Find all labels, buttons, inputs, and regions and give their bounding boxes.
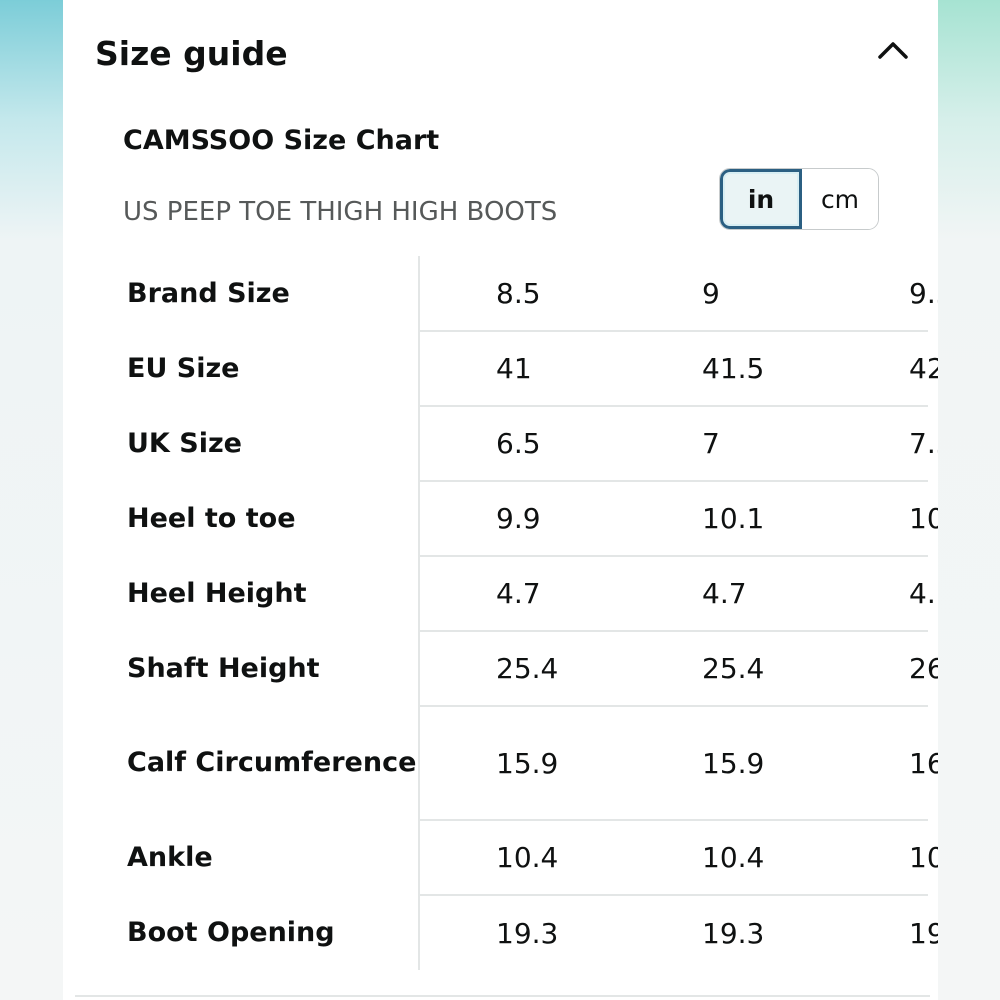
row-label: Boot Opening: [112, 895, 420, 970]
table-cell: 10.7: [833, 819, 938, 895]
table-cell: 4.7: [833, 555, 938, 631]
row-label: Ankle: [112, 820, 420, 895]
row-label: Shaft Height: [112, 631, 420, 706]
panel-divider: [75, 995, 930, 997]
table-cell: 7.5: [833, 405, 938, 481]
table-cell: 42: [833, 330, 938, 406]
table-cell: 10.1: [626, 480, 833, 556]
unit-cm-button[interactable]: cm: [802, 169, 878, 229]
table-cell: 6.5: [419, 405, 626, 481]
collapse-button[interactable]: [871, 28, 915, 72]
table-cell: 25.4: [419, 630, 626, 706]
unit-toggle: in cm: [719, 168, 879, 230]
table-cell: 15.9: [626, 705, 833, 820]
row-label: EU Size: [112, 331, 420, 406]
table-cell: 19.9: [833, 894, 938, 970]
table-cell: 9: [702, 276, 720, 310]
table-cell: 19.3: [626, 894, 833, 970]
table-row: Calf Circumference 15.9 15.9 16.5: [112, 705, 938, 820]
table-row: Brand Size 8.5 9 9.5: [112, 256, 938, 331]
table-cell: 4.7: [419, 555, 626, 631]
table-cell: 41: [419, 330, 626, 406]
table-cell: 15.9: [419, 705, 626, 820]
unit-in-button[interactable]: in: [720, 169, 802, 229]
table-cell: 7: [626, 405, 833, 481]
table-cell: 8.5: [496, 276, 541, 310]
table-row: Ankle 10.4 10.4 10.7: [112, 819, 938, 895]
row-label: UK Size: [112, 406, 420, 481]
table-cell: 10.4: [626, 819, 833, 895]
table-cell: 9.5: [909, 276, 938, 310]
table-row: UK Size 6.5 7 7.5: [112, 405, 938, 481]
chart-name: CAMSSOO Size Chart: [123, 125, 440, 156]
size-guide-panel: Size guide CAMSSOO Size Chart US PEEP TO…: [63, 0, 938, 1000]
table-cell: 16.5: [833, 705, 938, 820]
size-guide-title: Size guide: [95, 34, 288, 73]
table-row: Heel Height 4.7 4.7 4.7: [112, 555, 938, 631]
table-cell: 41.5: [626, 330, 833, 406]
row-label: Heel to toe: [112, 481, 420, 556]
chart-subtitle: US PEEP TOE THIGH HIGH BOOTS: [123, 197, 558, 227]
table-cell: 4.7: [626, 555, 833, 631]
background-right: [938, 0, 1000, 1000]
table-row: EU Size 41 41.5 42: [112, 330, 938, 406]
table-cell: 19.3: [419, 894, 626, 970]
table-row: Boot Opening 19.3 19.3 19.9: [112, 894, 938, 970]
row-label: Heel Height: [112, 556, 420, 631]
row-label: Calf Circumference: [112, 706, 420, 820]
chevron-up-icon: [871, 28, 915, 72]
table-cell: 10.4: [419, 819, 626, 895]
background-left: [0, 0, 63, 1000]
table-row: Heel to toe 9.9 10.1 10.2: [112, 480, 938, 556]
table-row: Shaft Height 25.4 25.4 26: [112, 630, 938, 706]
row-label: Brand Size: [112, 256, 420, 331]
table-cell: 25.4: [626, 630, 833, 706]
table-cell: 9.9: [419, 480, 626, 556]
table-cell: 10.2: [833, 480, 938, 556]
size-table: Brand Size 8.5 9 9.5 EU Size 41 41.5 42 …: [112, 256, 938, 970]
table-cell: 26: [833, 630, 938, 706]
